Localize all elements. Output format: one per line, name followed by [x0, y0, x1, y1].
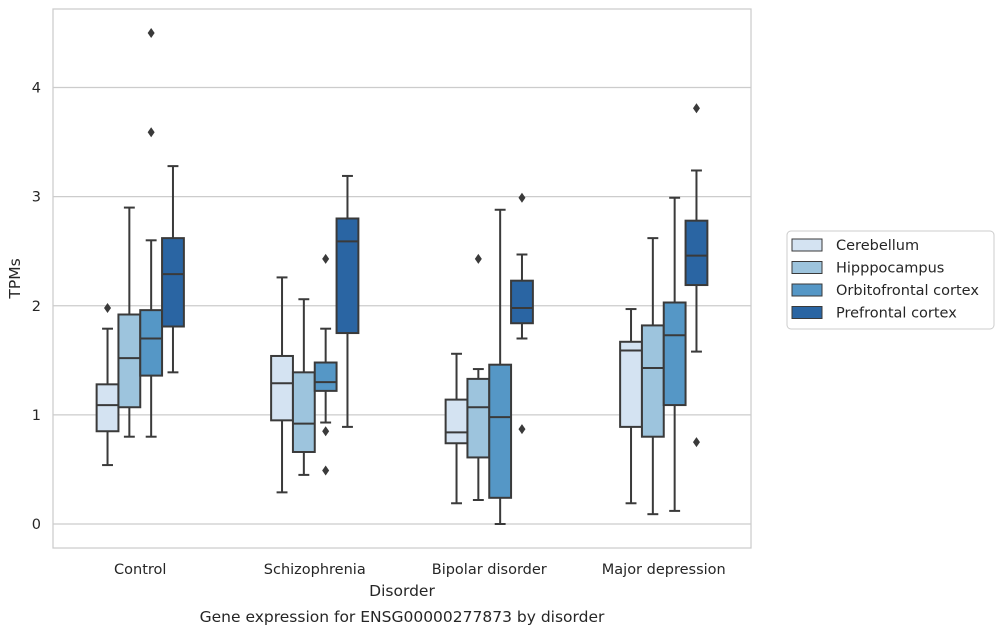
legend-label: Hipppocampus	[836, 261, 944, 277]
legend: Cerebellum Hipppocampus Orbitofrontal cort…	[786, 230, 995, 330]
x-tick-label: Control	[114, 562, 166, 578]
legend-swatch	[791, 283, 823, 297]
box	[335, 217, 360, 335]
box	[510, 279, 534, 325]
chart-caption: Gene expression for ENSG00000277873 by d…	[200, 608, 605, 626]
y-tick-label: 3	[32, 190, 41, 206]
legend-swatch	[791, 238, 823, 252]
outlier-point	[692, 103, 700, 114]
box	[270, 354, 294, 422]
legend-label: Cerebellum	[836, 238, 919, 254]
box	[291, 371, 316, 453]
series-boxes	[117, 206, 665, 516]
series-boxes	[139, 28, 687, 525]
box	[95, 383, 120, 433]
series-boxes	[95, 276, 643, 505]
legend-label: Prefrontal cortex	[836, 306, 957, 322]
x-ticks: Control Schizophrenia Bipolar disorder Majo…	[114, 562, 726, 578]
y-ticks: 0 1 2 3 4	[32, 81, 41, 533]
box	[488, 363, 513, 499]
outlier-point	[518, 424, 526, 435]
box	[684, 219, 709, 287]
outlier-point	[147, 127, 155, 138]
y-axis-label: TPMs	[6, 258, 24, 299]
outlier-point	[147, 28, 155, 39]
outlier-point	[692, 437, 700, 448]
x-tick-label: Bipolar disorder	[432, 562, 547, 578]
series-boxes	[161, 103, 709, 448]
box	[662, 301, 687, 407]
box	[313, 361, 338, 392]
boxes	[95, 28, 709, 525]
box	[444, 398, 469, 445]
outlier-point	[104, 302, 112, 313]
y-tick-label: 2	[32, 299, 41, 315]
outlier-point	[474, 253, 482, 264]
plot-frame	[52, 8, 752, 549]
x-tick-label: Schizophrenia	[264, 562, 366, 578]
box	[139, 309, 164, 377]
outlier-point	[322, 465, 330, 476]
y-tick-label: 4	[32, 81, 41, 97]
legend-swatch	[791, 306, 823, 319]
y-tick-label: 0	[32, 517, 41, 533]
y-tick-label: 1	[32, 408, 41, 424]
box	[161, 237, 185, 328]
legend-swatch	[791, 261, 823, 274]
outlier-point	[322, 426, 330, 437]
x-tick-label: Major depression	[602, 562, 726, 578]
outlier-point	[322, 253, 330, 264]
box	[117, 313, 142, 409]
legend-frame	[786, 230, 995, 330]
box	[619, 340, 643, 428]
x-axis-label: Disorder	[369, 582, 435, 600]
box	[466, 377, 491, 459]
box	[640, 324, 665, 438]
legend-label: Orbitofrontal cortex	[836, 283, 979, 299]
outlier-point	[518, 192, 526, 203]
